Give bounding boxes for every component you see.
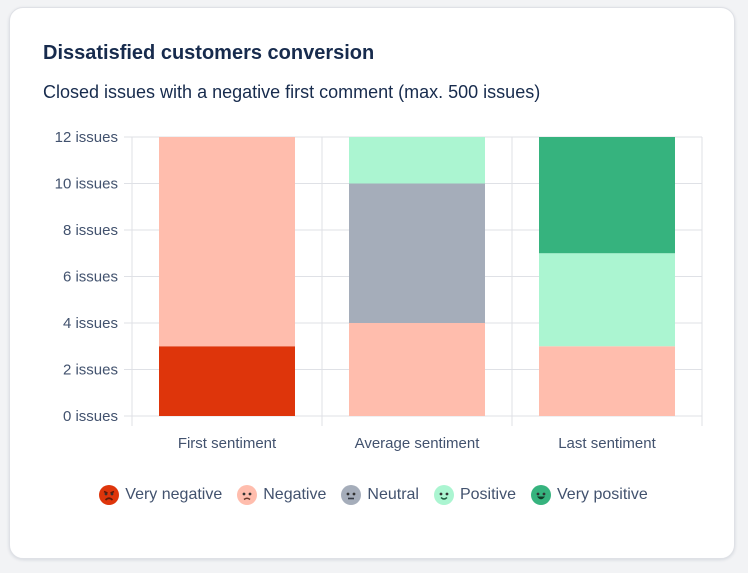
- bar-segment-negative: [159, 137, 295, 347]
- x-tick-label: Last sentiment: [558, 435, 656, 452]
- negative-face-icon: [237, 485, 258, 505]
- legend-item[interactable]: Positive: [433, 484, 516, 506]
- y-tick-label: 2 issues: [63, 362, 118, 379]
- bar-segment-positive: [539, 253, 675, 347]
- x-tick-label: First sentiment: [178, 435, 277, 452]
- y-tick-label: 10 issues: [55, 176, 118, 193]
- y-tick-label: 6 issues: [63, 269, 118, 286]
- bar-segment-negative: [349, 323, 485, 416]
- legend-label: Very positive: [557, 486, 648, 503]
- legend-item[interactable]: Neutral: [340, 484, 419, 506]
- x-tick-label: Average sentiment: [355, 435, 481, 452]
- y-tick-label: 12 issues: [55, 129, 118, 146]
- legend-label: Neutral: [367, 486, 419, 503]
- chart-card: Dissatisfied customers conversion Closed…: [9, 7, 735, 559]
- chart-legend: Very negative Negative Neutral Positive Very…: [10, 484, 736, 506]
- bar-segment-positive: [349, 137, 485, 184]
- very-positive-face-icon: [531, 485, 551, 505]
- legend-item[interactable]: Very positive: [530, 484, 648, 506]
- legend-label: Positive: [459, 486, 516, 503]
- bar-segment-negative: [539, 346, 675, 416]
- very-negative-face-icon: [99, 485, 120, 505]
- bar-segment-very-negative: [159, 346, 295, 416]
- y-tick-label: 8 issues: [63, 222, 118, 239]
- legend-item[interactable]: Negative: [236, 484, 326, 506]
- y-tick-label: 4 issues: [63, 315, 118, 332]
- legend-label: Very negative: [125, 486, 223, 503]
- legend-item[interactable]: Very negative: [98, 484, 222, 506]
- legend-label: Negative: [263, 486, 327, 503]
- bar-segment-very-positive: [539, 137, 675, 254]
- bar-segment-neutral: [349, 183, 485, 323]
- chart-subtitle: Closed issues with a negative first comm…: [43, 82, 541, 102]
- stacked-bar-chart: 0 issues 2 issues 4 issues 6 issues 8 issues…: [55, 129, 703, 452]
- neutral-face-icon: [341, 485, 362, 505]
- y-tick-label: 0 issues: [63, 408, 118, 425]
- chart-title: Dissatisfied customers conversion: [43, 42, 375, 64]
- positive-face-icon: [433, 485, 454, 505]
